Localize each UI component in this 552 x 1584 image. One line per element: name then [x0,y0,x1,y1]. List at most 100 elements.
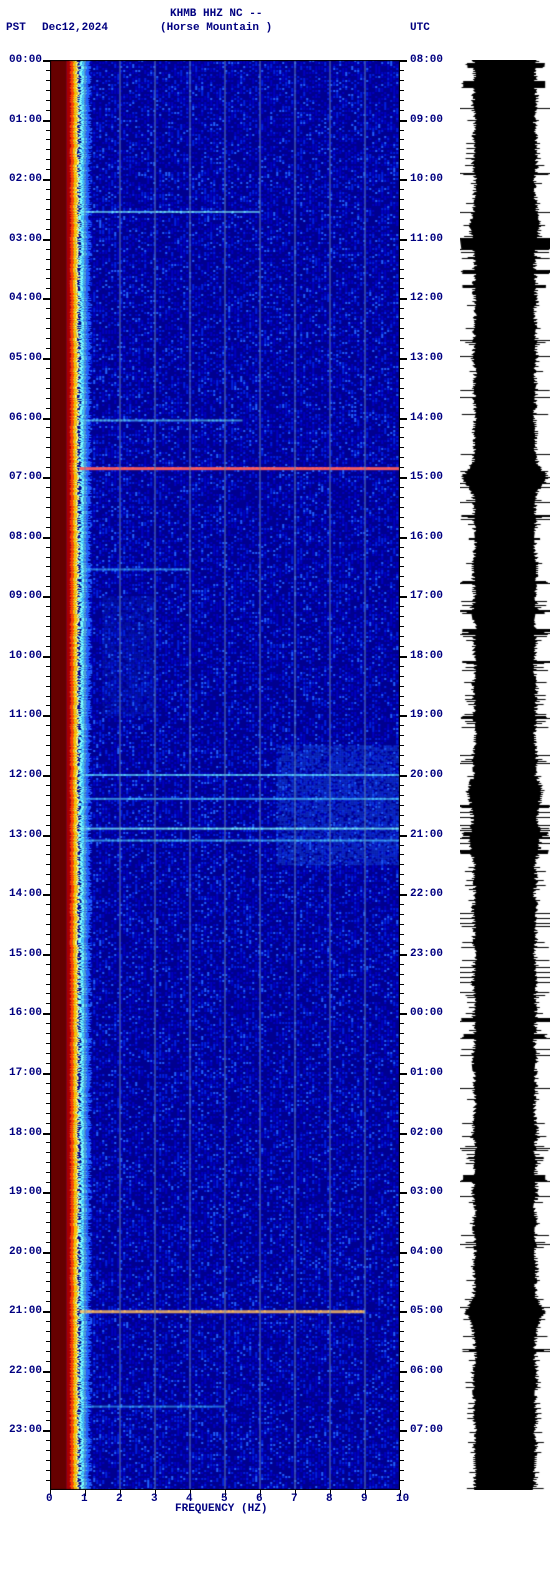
tick-mark [46,308,50,309]
tick-mark [400,1331,404,1332]
tick-mark [46,1172,50,1173]
tick-mark [43,1311,50,1313]
tick-mark [400,1252,407,1254]
tick-mark [400,1043,404,1044]
tick-mark [46,1351,50,1352]
tick-mark [46,815,50,816]
tick-mark [400,249,404,250]
tick-mark [400,1420,404,1421]
tick-label: 14:00 [9,888,42,900]
tick-mark [400,1291,404,1292]
tick-mark [400,1053,404,1054]
tick-mark [46,269,50,270]
tick-mark [400,1262,404,1263]
tick-mark [400,1003,404,1004]
tick-mark [46,249,50,250]
tick-label: 03:00 [9,233,42,245]
tick-mark [46,1182,50,1183]
tick-mark [400,854,404,855]
tick-mark [46,318,50,319]
tick-mark [400,1272,404,1273]
tick-mark [400,1311,407,1313]
tick-mark [400,169,404,170]
tick-mark [400,139,404,140]
tick-mark [400,507,404,508]
tick-mark [46,1331,50,1332]
tick-mark [400,676,404,677]
tick-label: 15:00 [9,948,42,960]
tick-mark [46,130,50,131]
tick-mark [400,606,404,607]
tick-mark [400,636,404,637]
tick-mark [46,1152,50,1153]
tick-mark [46,1083,50,1084]
tick-mark [400,60,407,62]
tick-mark [400,1321,404,1322]
tick-mark [43,1252,50,1254]
figure-header: PST Dec12,2024 KHMB HHZ NC -- (Horse Mou… [0,0,552,40]
tick-label: 13:00 [9,829,42,841]
tick-mark [400,616,404,617]
xtick-label: 2 [116,1493,123,1505]
tick-mark [46,338,50,339]
tick-label: 10:00 [410,173,443,185]
tick-label: 07:00 [9,471,42,483]
tick-mark [46,1123,50,1124]
tick-mark [46,209,50,210]
tick-mark [400,1361,404,1362]
tick-mark [400,1351,404,1352]
tick-mark [46,1361,50,1362]
tick-mark [46,755,50,756]
tick-mark [46,527,50,528]
xtick-label: 5 [221,1493,228,1505]
tick-mark [46,874,50,875]
tick-label: 11:00 [410,233,443,245]
tick-mark [46,100,50,101]
tick-mark [46,1222,50,1223]
xtick-label: 7 [291,1493,298,1505]
tick-label: 12:00 [9,769,42,781]
tick-mark [400,1103,404,1104]
tick-mark [400,1123,404,1124]
tick-mark [46,110,50,111]
tick-mark [46,676,50,677]
tick-mark [43,418,50,420]
tick-mark [400,835,407,837]
tick-mark [46,686,50,687]
xtick-label: 8 [326,1493,333,1505]
tick-label: 23:00 [9,1424,42,1436]
tick-label: 01:00 [410,1067,443,1079]
tick-mark [46,189,50,190]
xtick-label: 9 [361,1493,368,1505]
waveform-plot [460,60,550,1490]
tick-mark [46,1470,50,1471]
tick-mark [400,1401,404,1402]
tick-mark [46,1401,50,1402]
tick-mark [46,586,50,587]
tick-label: 05:00 [9,352,42,364]
tick-mark [400,427,404,428]
tick-label: 18:00 [9,1127,42,1139]
tick-mark [400,845,404,846]
tick-mark [46,1460,50,1461]
tick-mark [46,1272,50,1273]
tick-mark [400,1192,407,1194]
tick-mark [400,487,404,488]
tick-mark [46,467,50,468]
tick-mark [46,229,50,230]
tick-mark [46,427,50,428]
tick-mark [400,904,404,905]
tick-mark [400,338,404,339]
tick-mark [46,368,50,369]
tick-label: 02:00 [410,1127,443,1139]
tick-mark [46,576,50,577]
tick-mark [400,437,404,438]
tick-mark [46,1063,50,1064]
tick-mark [46,745,50,746]
tick-mark [400,527,404,528]
tick-mark [46,1242,50,1243]
tick-mark [46,864,50,865]
tick-label: 19:00 [9,1186,42,1198]
tick-mark [400,1430,407,1432]
tick-mark [400,566,404,567]
